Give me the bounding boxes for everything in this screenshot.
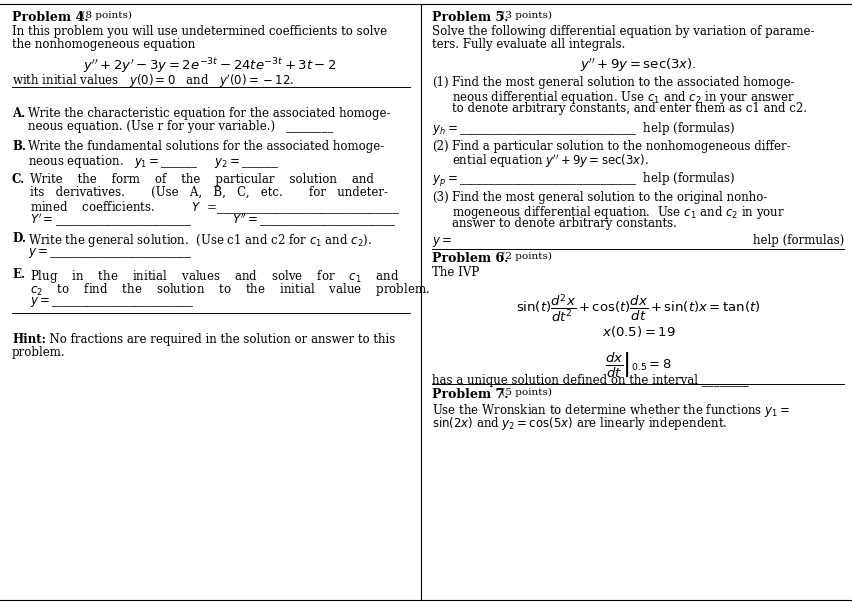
Text: Problem 6.: Problem 6. <box>432 252 509 265</box>
Text: $\left.\dfrac{dx}{dt}\right|_{0.5} = 8$: $\left.\dfrac{dx}{dt}\right|_{0.5} = 8$ <box>605 350 672 379</box>
Text: $y =$________________________: $y =$________________________ <box>28 246 193 260</box>
Text: Hint:: Hint: <box>12 333 46 346</box>
Text: Find a particular solution to the nonhomogeneous differ-: Find a particular solution to the nonhom… <box>452 140 791 153</box>
Text: Find the most general solution to the associated homoge-: Find the most general solution to the as… <box>452 76 795 89</box>
Text: Find the most general solution to the original nonho-: Find the most general solution to the or… <box>452 191 768 204</box>
Text: Use the Wronskian to determine whether the functions $y_1 =$: Use the Wronskian to determine whether t… <box>432 402 790 419</box>
Text: $Y'' =$_______________________: $Y'' =$_______________________ <box>232 212 396 229</box>
Text: has a unique solution defined on the interval ________: has a unique solution defined on the int… <box>432 374 749 387</box>
Text: with initial values   $y(0) = 0$   and   $y'(0) = -12$.: with initial values $y(0) = 0$ and $y'(0… <box>12 73 294 90</box>
Text: $\sin(t)\dfrac{d^2x}{dt^2} + \cos(t)\dfrac{dx}{dt} + \sin(t)x = \tan(t)$: $\sin(t)\dfrac{d^2x}{dt^2} + \cos(t)\dfr… <box>516 292 761 324</box>
Text: Write the characteristic equation for the associated homoge-: Write the characteristic equation for th… <box>28 107 390 120</box>
Text: (3): (3) <box>432 191 449 204</box>
Text: (5 points): (5 points) <box>498 388 552 397</box>
Text: its   derivatives.       (Use   A,   B,   C,   etc.       for   undeter-: its derivatives. (Use A, B, C, etc. for … <box>30 186 388 199</box>
Text: $y_h = $______________________________  help (formulas): $y_h = $______________________________ h… <box>432 120 735 137</box>
Text: neous equation.   $y_1 =$______     $y_2 =$______: neous equation. $y_1 =$______ $y_2 =$___… <box>28 153 279 170</box>
Text: $y'' + 9y = \sec(3x).$: $y'' + 9y = \sec(3x).$ <box>580 56 697 73</box>
Text: $Y' =$_______________________: $Y' =$_______________________ <box>30 212 193 229</box>
Text: neous equation. (Use r for your variable.)   ________: neous equation. (Use r for your variable… <box>28 120 333 133</box>
Text: $y'' + 2y' - 3y = 2e^{-3t} - 24te^{-3t} + 3t - 2$: $y'' + 2y' - 3y = 2e^{-3t} - 24te^{-3t} … <box>83 56 337 76</box>
Text: $c_2$    to    find    the    solution    to    the    initial    value    probl: $c_2$ to find the solution to the initia… <box>30 281 429 298</box>
Text: (2): (2) <box>432 140 449 153</box>
Text: No fractions are required in the solution or answer to this: No fractions are required in the solutio… <box>42 333 395 346</box>
Text: mogeneous differential equation.  Use $c_1$ and $c_2$ in your: mogeneous differential equation. Use $c_… <box>452 204 785 221</box>
Text: Write    the    form    of    the    particular    solution    and: Write the form of the particular solutio… <box>30 173 374 186</box>
Text: (2 points): (2 points) <box>498 252 552 261</box>
Text: B.: B. <box>12 140 26 153</box>
Text: (1): (1) <box>432 76 449 89</box>
Text: mined    coefficients.          $Y$  =_______________________________: mined coefficients. $Y$ =_______________… <box>30 199 400 216</box>
Text: to denote arbitrary constants, and enter them as c1 and c2.: to denote arbitrary constants, and enter… <box>452 102 807 115</box>
Text: Problem 4.: Problem 4. <box>12 11 89 24</box>
Text: $\sin(2x)$ and $y_2 = \cos(5x)$ are linearly independent.: $\sin(2x)$ and $y_2 = \cos(5x)$ are line… <box>432 415 728 432</box>
Text: problem.: problem. <box>12 346 66 359</box>
Text: E.: E. <box>12 268 25 281</box>
Text: Write the general solution.  (Use c1 and c2 for $c_1$ and $c_2$).: Write the general solution. (Use c1 and … <box>28 232 372 249</box>
Text: Problem 5.: Problem 5. <box>432 11 509 24</box>
Text: help (formulas): help (formulas) <box>753 234 844 247</box>
Text: answer to denote arbitrary constants.: answer to denote arbitrary constants. <box>452 217 676 230</box>
Text: ential equation $y'' + 9y = \sec(3x)$.: ential equation $y'' + 9y = \sec(3x)$. <box>452 153 649 170</box>
Text: A.: A. <box>12 107 26 120</box>
Text: neous differential equation. Use $c_1$ and $c_2$ in your answer: neous differential equation. Use $c_1$ a… <box>452 89 796 106</box>
Text: $y_p = $______________________________  help (formulas): $y_p = $______________________________ h… <box>432 171 735 189</box>
Text: Write the fundamental solutions for the associated homoge-: Write the fundamental solutions for the … <box>28 140 384 153</box>
Text: (8 points): (8 points) <box>78 11 132 20</box>
Text: Plug    in    the    initial    values    and    solve    for    $c_1$    and: Plug in the initial values and solve for… <box>30 268 400 285</box>
Text: the nonhomogeneous equation: the nonhomogeneous equation <box>12 38 195 51</box>
Text: In this problem you will use undetermined coefficients to solve: In this problem you will use undetermine… <box>12 25 387 38</box>
Text: Problem 7.: Problem 7. <box>432 388 509 401</box>
Text: Solve the following differential equation by variation of parame-: Solve the following differential equatio… <box>432 25 815 38</box>
Text: (3 points): (3 points) <box>498 11 552 20</box>
Text: $y = $: $y = $ <box>432 235 452 249</box>
Text: ters. Fully evaluate all integrals.: ters. Fully evaluate all integrals. <box>432 38 625 51</box>
Text: C.: C. <box>12 173 26 186</box>
Text: $x(0.5) = 19$: $x(0.5) = 19$ <box>602 324 676 339</box>
Text: The IVP: The IVP <box>432 266 479 279</box>
Text: $y =$________________________: $y =$________________________ <box>30 295 194 309</box>
Text: D.: D. <box>12 232 26 245</box>
